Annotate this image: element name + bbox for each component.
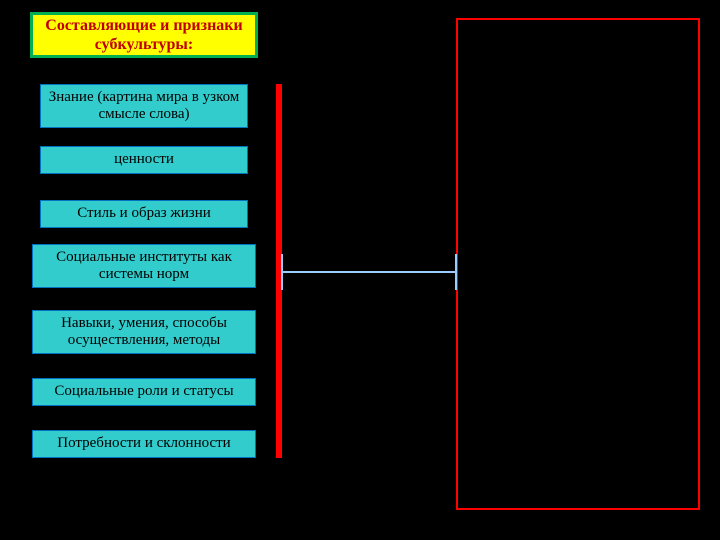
item-label: Социальные институты как системы норм [39, 249, 249, 284]
item-box-2: Стиль и образ жизни [40, 200, 248, 228]
item-box-1: ценности [40, 146, 248, 174]
item-box-5: Социальные роли и статусы [32, 378, 256, 406]
item-label: Потребности и склонности [57, 435, 230, 452]
item-box-4: Навыки, умения, способы осуществления, м… [32, 310, 256, 354]
item-box-6: Потребности и склонности [32, 430, 256, 458]
item-box-3: Социальные институты как системы норм [32, 244, 256, 288]
right-panel [456, 18, 700, 510]
item-label: Знание (картина мира в узком смысле слов… [47, 89, 241, 124]
title-box: Составляющие и признаки субкультуры: [30, 12, 258, 58]
item-label: Социальные роли и статусы [54, 383, 233, 400]
item-box-0: Знание (картина мира в узком смысле слов… [40, 84, 248, 128]
connector-line [280, 252, 458, 292]
item-label: ценности [114, 151, 174, 168]
item-label: Стиль и образ жизни [77, 205, 211, 222]
title-text: Составляющие и признаки субкультуры: [39, 16, 249, 54]
item-label: Навыки, умения, способы осуществления, м… [39, 315, 249, 350]
